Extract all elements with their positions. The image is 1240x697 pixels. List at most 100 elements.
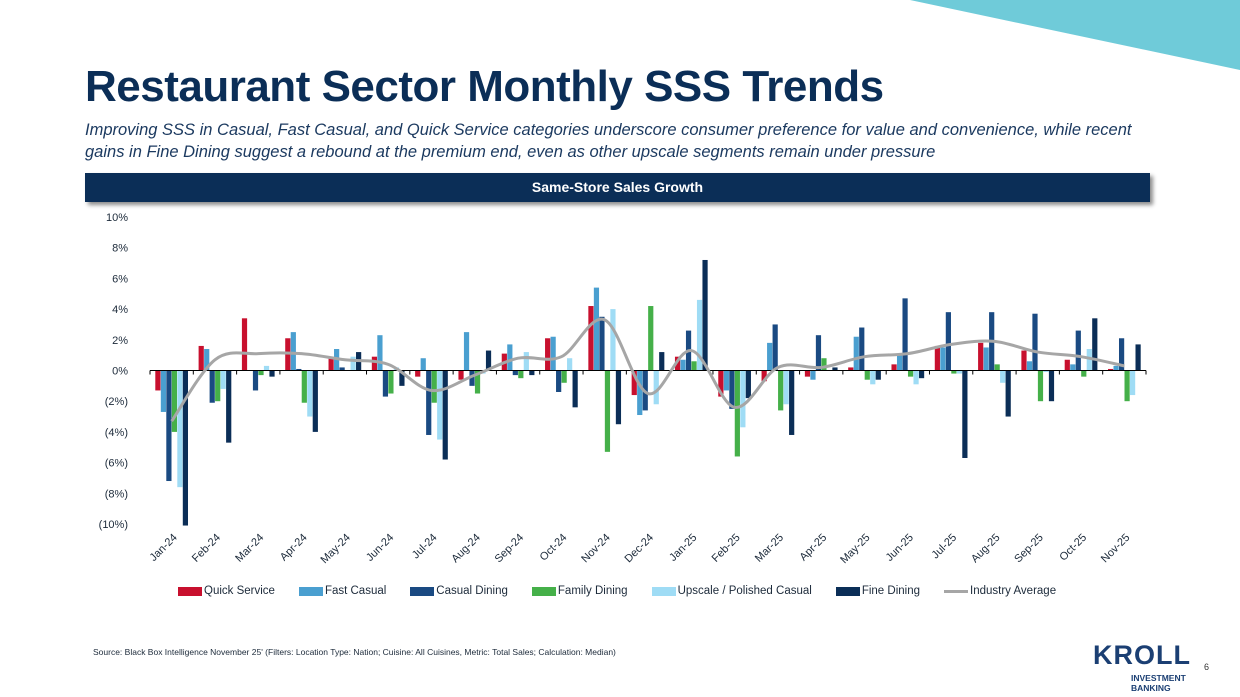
x-tick-label: Jul-25: [930, 532, 960, 562]
y-tick-label: (6%): [105, 458, 128, 470]
x-tick-label: Oct-24: [538, 532, 570, 564]
bar-quick-service: [1021, 350, 1027, 371]
bar-fine-dining: [1048, 370, 1055, 402]
bar-quick-service: [458, 370, 464, 380]
bar-casual-dining: [166, 370, 172, 482]
legend-swatch: [178, 586, 202, 596]
legend-item: Upscale / Polished Casual: [651, 585, 812, 597]
x-tick-label: May-24: [319, 532, 353, 566]
bar-casual-dining: [815, 335, 822, 371]
legend-label: Family Dining: [557, 585, 628, 597]
bar-upscale-polished-casual: [913, 370, 919, 385]
x-tick-label: Mar-25: [753, 532, 786, 565]
legend-label: Fast Casual: [324, 585, 387, 597]
bar-fine-dining: [226, 370, 232, 443]
bar-quick-service: [804, 370, 811, 377]
bar-fine-dining: [702, 259, 708, 371]
x-tick-label: Jul-24: [410, 532, 440, 562]
bar-family-dining: [215, 370, 221, 402]
bar-quick-service: [588, 306, 594, 371]
bar-fast-casual: [1070, 364, 1076, 371]
legend-swatch: [651, 586, 676, 596]
corner-accent: [910, 0, 1240, 70]
x-tick-label: Jan-25: [667, 532, 699, 564]
bar-fine-dining: [832, 367, 838, 371]
bar-casual-dining: [512, 370, 518, 376]
chart-title: Same-Store Sales Growth: [85, 173, 1150, 202]
bar-casual-dining: [945, 312, 951, 371]
industry-average-line: [170, 317, 1125, 423]
bar-casual-dining: [1032, 313, 1038, 371]
bar-fine-dining: [529, 370, 535, 376]
page-title: Restaurant Sector Monthly SSS Trends: [85, 62, 884, 111]
bar-fine-dining: [1135, 344, 1141, 371]
legend-item: Casual Dining: [410, 585, 508, 597]
bar-fine-dining: [962, 370, 968, 458]
bar-fine-dining: [269, 370, 275, 377]
kroll-logo: KROLL INVESTMENT BANKING: [1093, 642, 1191, 694]
x-tick-label: Mar-24: [233, 532, 266, 565]
bar-fast-casual: [377, 335, 383, 371]
y-tick-label: (2%): [105, 396, 128, 408]
y-tick-label: (10%): [99, 519, 128, 531]
bar-casual-dining: [296, 368, 302, 371]
bar-fine-dining: [182, 370, 189, 526]
bar-family-dining: [1037, 370, 1044, 402]
bar-fast-casual: [1113, 365, 1119, 371]
bar-quick-service: [155, 370, 161, 391]
bar-casual-dining: [772, 324, 778, 371]
x-tick-label: Jun-25: [884, 532, 916, 564]
legend-label: Industry Average: [970, 585, 1057, 597]
bar-fine-dining: [615, 370, 622, 425]
bar-upscale-polished-casual: [350, 356, 356, 371]
y-tick-label: (8%): [105, 488, 128, 500]
bar-fast-casual: [810, 370, 816, 380]
legend-label: Quick Service: [204, 585, 275, 597]
source-note: Source: Black Box Intelligence November …: [93, 647, 616, 657]
bar-upscale-polished-casual: [1086, 349, 1092, 371]
legend-item: Industry Average: [944, 585, 1056, 597]
bar-family-dining: [301, 370, 307, 403]
bar-family-dining: [171, 370, 178, 432]
bar-upscale-polished-casual: [610, 309, 616, 371]
bar-family-dining: [604, 370, 611, 452]
bar-fine-dining: [659, 352, 665, 371]
bar-upscale-polished-casual: [437, 370, 443, 440]
bar-upscale-polished-casual: [956, 370, 962, 374]
bar-fast-casual: [767, 342, 773, 371]
bar-fine-dining: [442, 370, 448, 460]
bar-fine-dining: [572, 370, 578, 408]
bar-fine-dining: [485, 350, 492, 371]
x-tick-label: Sep-25: [1012, 532, 1046, 566]
bar-upscale-polished-casual: [523, 352, 529, 371]
bar-family-dining: [388, 370, 394, 394]
bar-family-dining: [518, 370, 524, 379]
legend-item: Fast Casual: [298, 585, 387, 597]
legend-item: Family Dining: [531, 585, 628, 597]
x-tick-label: Aug-25: [969, 532, 1003, 566]
bar-quick-service: [328, 358, 334, 371]
bar-fast-casual: [637, 370, 643, 416]
bar-fine-dining: [1005, 370, 1011, 417]
bar-upscale-polished-casual: [307, 370, 313, 417]
bar-upscale-polished-casual: [567, 358, 573, 371]
bar-fast-casual: [290, 332, 296, 371]
bar-casual-dining: [1075, 330, 1081, 371]
bar-fast-casual: [463, 332, 470, 371]
bar-casual-dining: [339, 367, 345, 371]
bar-quick-service: [891, 364, 897, 371]
bar-family-dining: [431, 370, 437, 403]
bar-casual-dining: [599, 316, 605, 371]
legend-swatch: [944, 589, 968, 593]
x-tick-label: May-25: [838, 532, 872, 566]
x-tick-label: Nov-24: [579, 532, 613, 566]
bar-fine-dining: [918, 370, 925, 379]
bar-fast-casual: [723, 370, 729, 391]
bar-fast-casual: [1026, 361, 1033, 371]
x-tick-label: Jun-24: [364, 532, 396, 564]
bar-upscale-polished-casual: [783, 370, 789, 405]
bar-quick-service: [631, 370, 637, 396]
x-tick-label: Oct-25: [1057, 532, 1089, 564]
bar-quick-service: [371, 356, 378, 371]
